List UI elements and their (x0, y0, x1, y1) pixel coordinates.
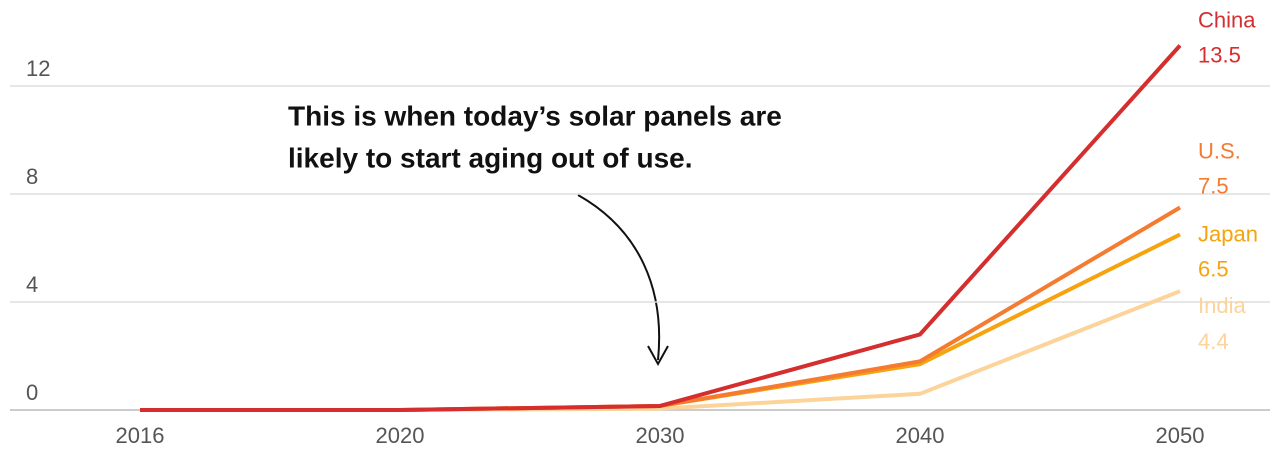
x-tick-label: 2020 (376, 423, 425, 448)
y-tick-label: 0 (26, 380, 38, 405)
series-name: China (1198, 7, 1256, 32)
y-tick-label: 4 (26, 272, 38, 297)
x-tick-label: 2016 (116, 423, 165, 448)
x-tick-label: 2050 (1156, 423, 1205, 448)
series-line (140, 205, 1182, 412)
arrow-head (647, 345, 669, 367)
y-tick-label: 12 (26, 56, 50, 81)
series-name: U.S. (1198, 138, 1241, 163)
series-value: 7.5 (1198, 173, 1229, 198)
series-name: India (1198, 293, 1246, 318)
annotation-line: likely to start aging out of use. (288, 142, 693, 173)
y-tick-label: 8 (26, 164, 38, 189)
x-tick-label: 2030 (636, 423, 685, 448)
series-value: 4.4 (1198, 329, 1229, 354)
series-name: Japan (1198, 221, 1258, 246)
x-tick-label: 2040 (896, 423, 945, 448)
series-value: 6.5 (1198, 256, 1229, 281)
series-line (140, 44, 1182, 412)
series-value: 13.5 (1198, 42, 1241, 67)
annotation-arrow (577, 194, 661, 361)
series-line (140, 232, 1181, 412)
annotation-line: This is when today’s solar panels are (288, 100, 782, 131)
series-line (140, 289, 1181, 412)
